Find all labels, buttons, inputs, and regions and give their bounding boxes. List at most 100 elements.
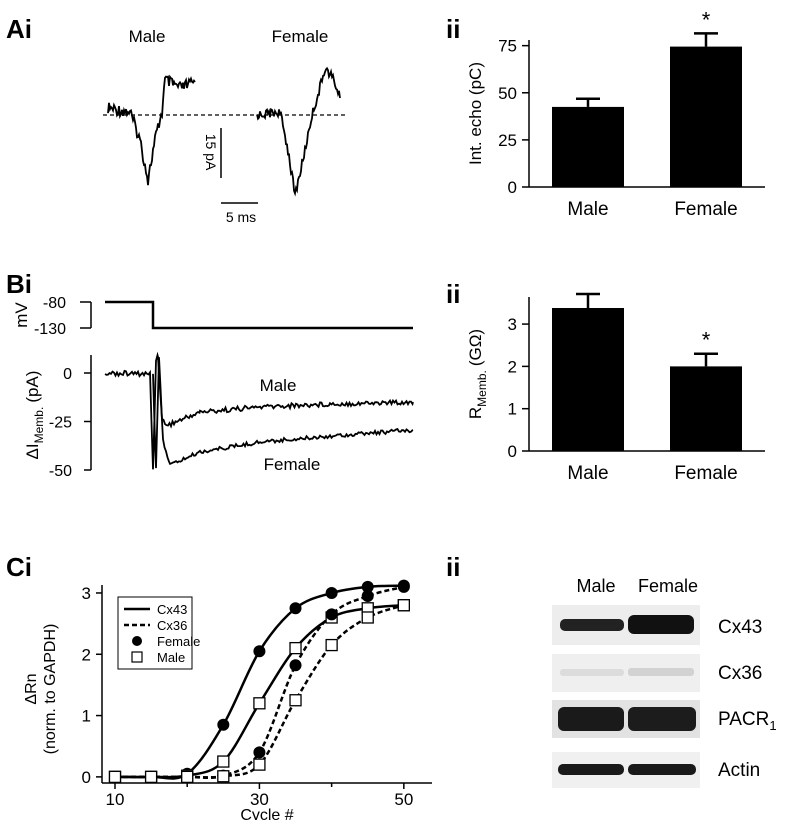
marker	[217, 755, 230, 768]
annotation: *	[702, 328, 711, 353]
band	[558, 764, 624, 775]
band	[628, 707, 696, 731]
trace	[107, 74, 196, 186]
legend-label: Cx36	[157, 618, 187, 633]
panel-label: Ai	[6, 14, 32, 44]
tick-label: -80	[43, 295, 66, 312]
marker	[181, 770, 194, 784]
marker	[397, 599, 410, 612]
x-axis-label: Cycle #	[240, 807, 293, 820]
x-tick-label: 10	[106, 790, 125, 809]
y-axis-label-main: R	[466, 407, 485, 419]
trace	[256, 66, 341, 197]
bar	[670, 366, 742, 451]
tick-label: -25	[49, 415, 72, 432]
trace-label: Female	[272, 27, 329, 46]
marker	[253, 746, 266, 759]
band	[628, 668, 694, 676]
legend-label: Cx43	[157, 602, 187, 617]
y-axis-label: Int. echo (pC)	[466, 62, 485, 165]
marker	[253, 645, 266, 658]
traces	[107, 66, 341, 197]
y-tick-label: 0	[508, 442, 517, 461]
panel-label: ii	[446, 552, 460, 582]
y-axis-label: (norm. to GAPDH)	[42, 624, 59, 755]
marker	[217, 770, 230, 783]
marker	[108, 770, 122, 784]
voltage-trace	[105, 300, 413, 330]
band	[560, 619, 624, 631]
panel-label: Ci	[6, 552, 32, 582]
panel-label: Bi	[6, 269, 32, 299]
x-tick-label: Male	[567, 199, 608, 220]
scale-label: 5 ms	[226, 209, 256, 225]
y-tick-label: 2	[82, 645, 91, 664]
tick-label: -50	[49, 463, 72, 480]
y-tick-label: 1	[82, 707, 91, 726]
trace-label: Female	[264, 455, 321, 474]
y-tick-label: 75	[498, 37, 517, 56]
bar	[552, 308, 624, 451]
y-tick-label: 3	[82, 584, 91, 603]
row-label: Actin	[718, 760, 760, 781]
marker	[253, 697, 266, 710]
trace-axes: -80 -130 0 -25 -50	[34, 295, 92, 480]
marker	[289, 602, 302, 615]
tick-label: -130	[34, 321, 66, 338]
x-tick-label: Male	[567, 463, 608, 484]
marker	[361, 580, 374, 593]
trace	[104, 351, 414, 470]
band	[628, 764, 696, 775]
marker	[397, 580, 410, 593]
panel-label: ii	[446, 279, 460, 309]
trace-label: Male	[260, 376, 297, 395]
column-label: Female	[638, 576, 698, 596]
marker	[253, 758, 266, 771]
traces	[104, 351, 414, 470]
y-tick-label: 2	[508, 357, 517, 376]
scale-label: 15 pA	[203, 134, 219, 171]
row-label: Cx36	[718, 663, 762, 684]
y-tick-label: 25	[498, 131, 517, 150]
marker	[289, 659, 302, 672]
row-label: Cx43	[718, 617, 762, 638]
panel-label: ii	[446, 14, 460, 44]
y-tick-label: 0	[508, 178, 517, 197]
marker	[325, 638, 338, 652]
marker	[289, 641, 302, 655]
trace-label: Male	[129, 27, 166, 46]
y-tick-label: 1	[508, 400, 517, 419]
axis-label: ΔIMemb. (pA)	[23, 371, 46, 460]
band	[560, 669, 624, 676]
row-label-main: PACR	[718, 709, 769, 730]
axis-label: mV	[12, 302, 31, 328]
y-tick-label: 50	[498, 84, 517, 103]
legend-marker	[131, 651, 143, 663]
band	[628, 615, 694, 634]
legend-marker	[132, 636, 142, 646]
axis-label-unit: (pA)	[23, 371, 42, 403]
annotation: *	[702, 7, 711, 32]
band	[558, 707, 624, 731]
y-axis-label: ΔRn	[23, 673, 40, 704]
trace	[152, 357, 414, 469]
marker	[361, 611, 374, 624]
tick-label: 0	[63, 366, 72, 383]
bar	[670, 46, 742, 187]
bar	[552, 106, 624, 187]
y-axis-label-unit: (GΩ)	[466, 329, 485, 366]
x-tick-label: Female	[674, 463, 737, 484]
y-tick-label: 0	[82, 768, 91, 787]
x-tick-label: 50	[394, 790, 413, 809]
axis-label-sub: Memb.	[32, 407, 46, 444]
legend-label: Female	[157, 634, 200, 649]
blot	[552, 605, 700, 788]
marker	[144, 770, 158, 784]
marker	[217, 718, 230, 731]
y-axis-label-sub: Memb.	[475, 370, 489, 407]
x-tick-label: 30	[250, 790, 269, 809]
axis-label-main: ΔI	[23, 443, 42, 459]
legend-label: Male	[157, 650, 185, 665]
row-label: PACR1	[718, 709, 777, 733]
